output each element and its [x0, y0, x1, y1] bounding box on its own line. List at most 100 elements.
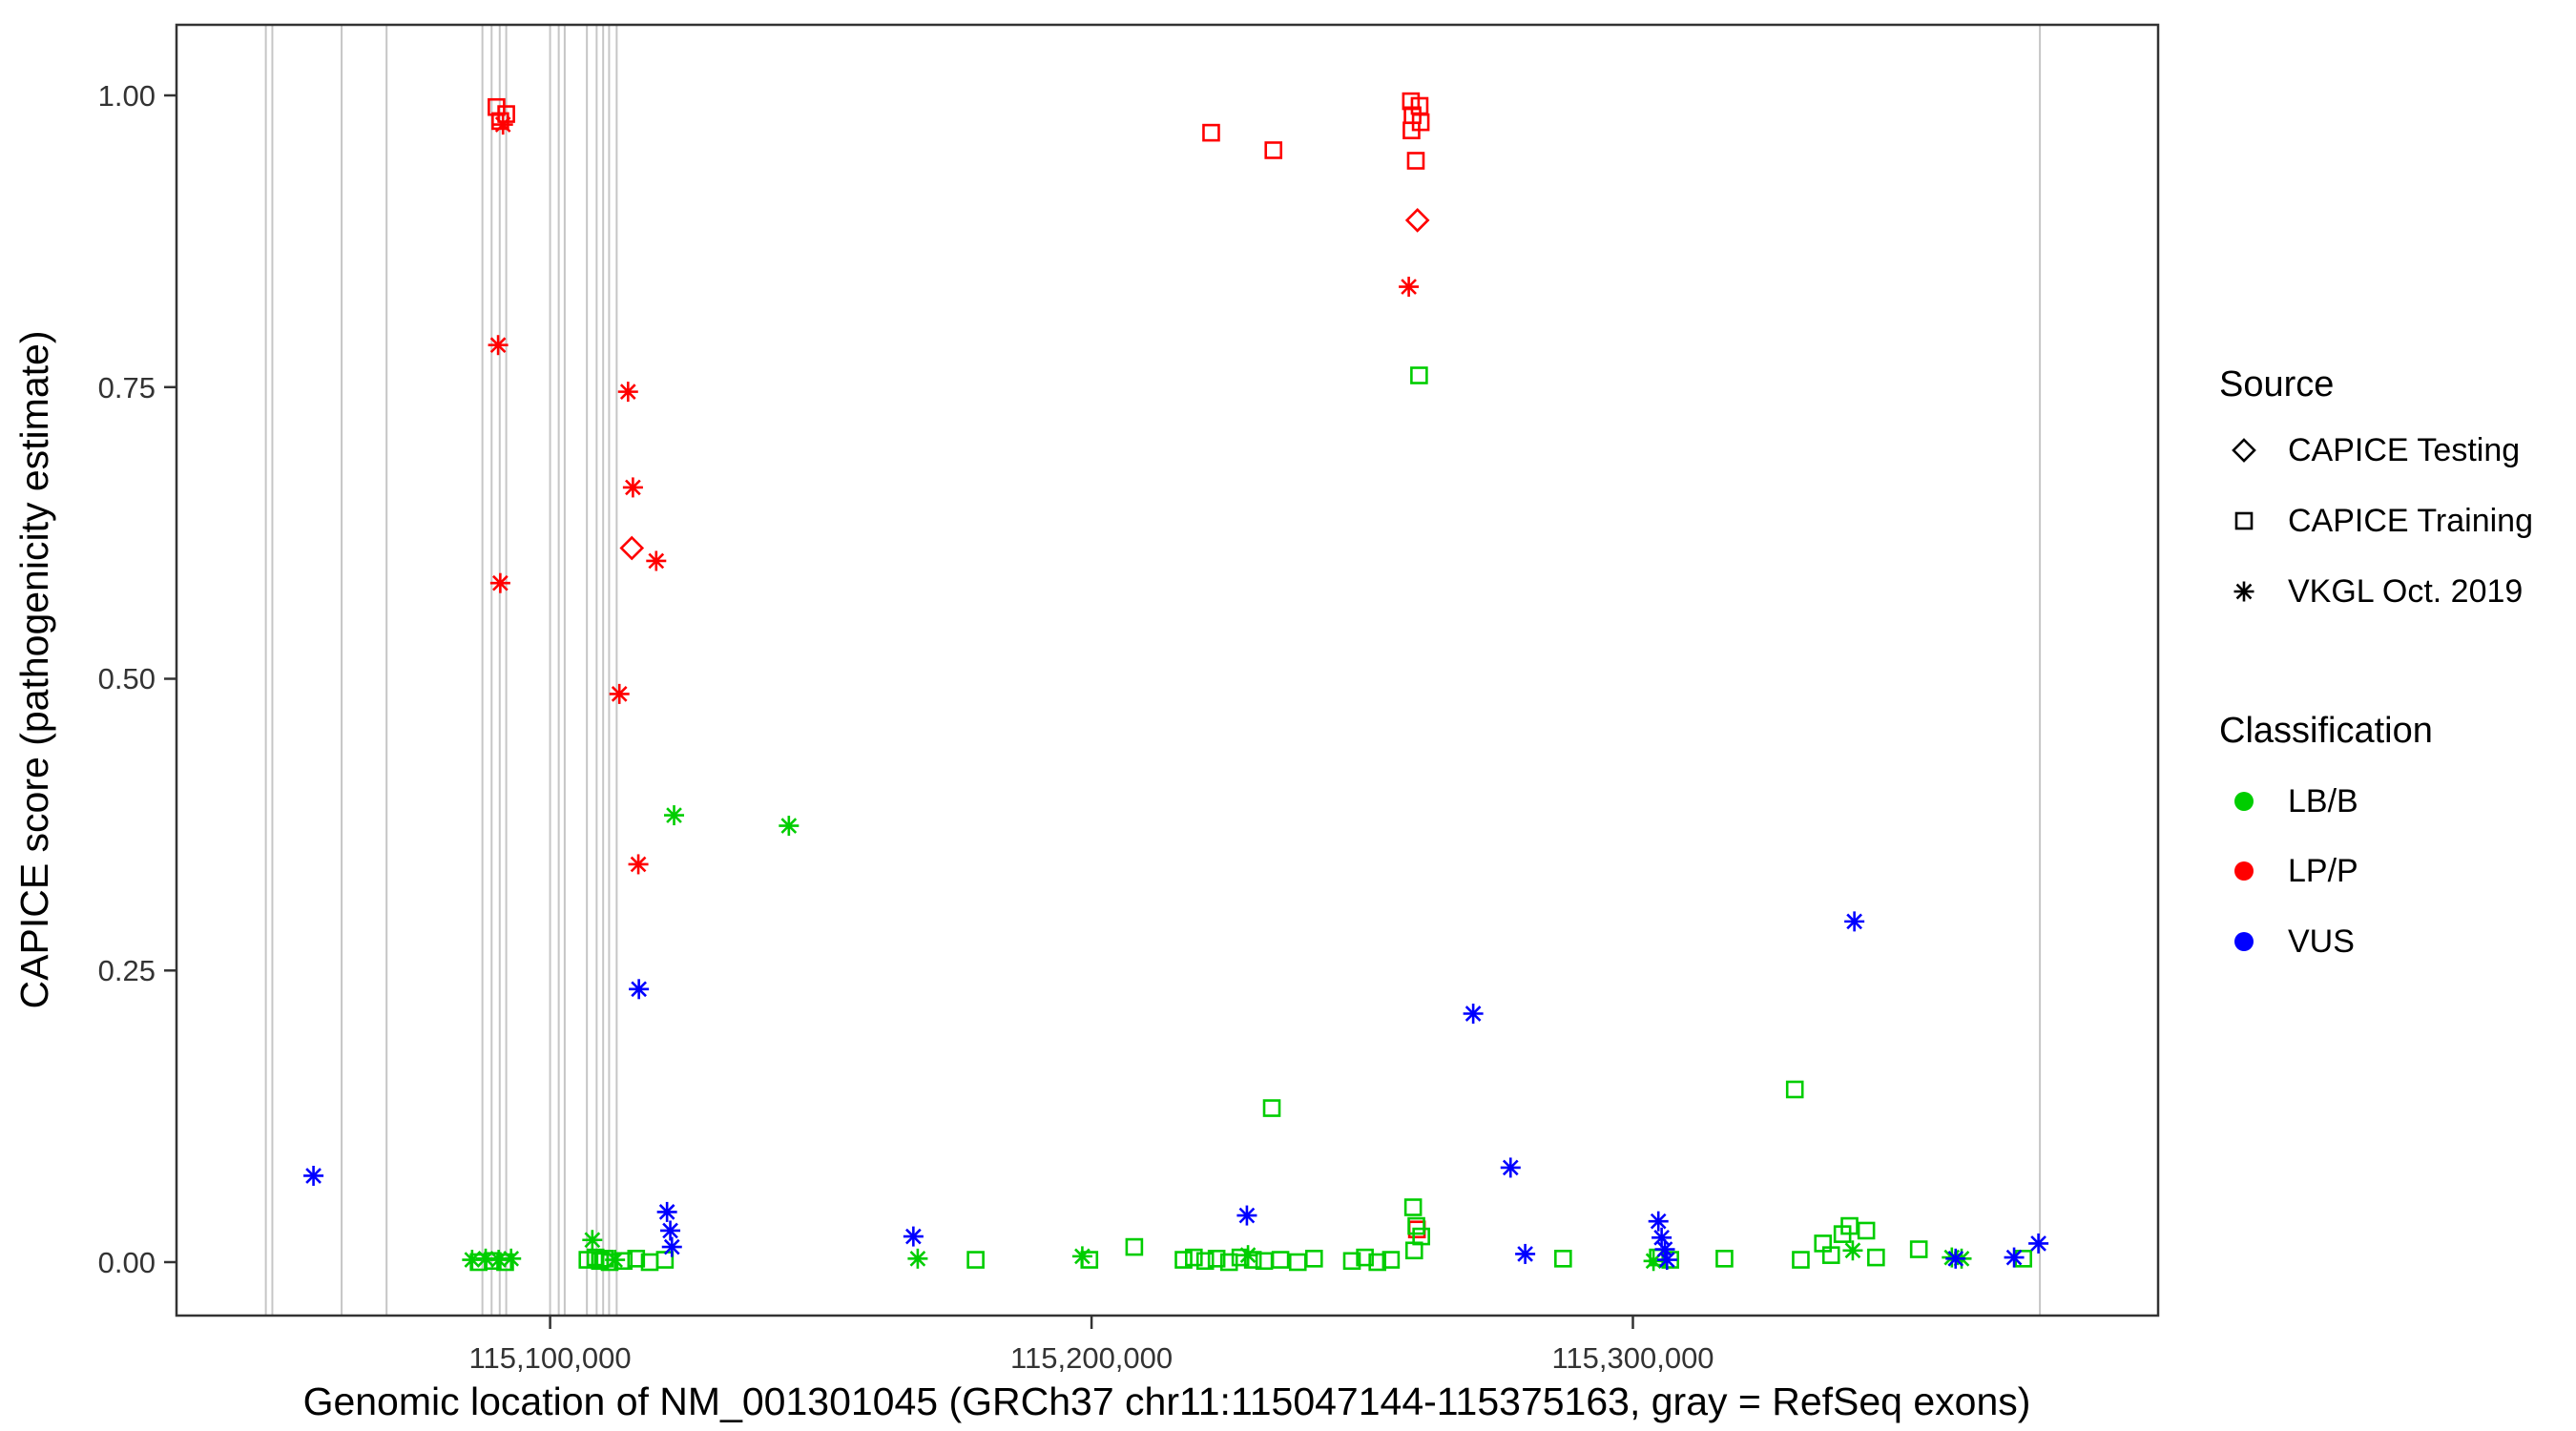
legend-source: Source CAPICE Testing CAPICE Training VK… [2219, 364, 2533, 610]
data-point [664, 805, 685, 826]
legend-square-icon [2234, 511, 2254, 530]
data-point [1403, 1198, 1423, 1216]
y-tick-label: 0.50 [98, 662, 156, 695]
data-point [1844, 911, 1865, 932]
data-point [1402, 121, 1421, 139]
data-point [1821, 1246, 1840, 1264]
legend-dot-icon [2234, 792, 2254, 811]
data-point [1219, 1253, 1238, 1272]
data-point [1404, 1241, 1423, 1260]
data-point [1715, 1250, 1734, 1268]
data-point [303, 1165, 324, 1186]
legend-classification: Classification LB/B LP/P VUS [2219, 711, 2433, 960]
x-axis-title: Genomic location of NM_001301045 (GRCh37… [303, 1379, 2031, 1423]
legend-diamond-icon [2232, 438, 2256, 463]
y-tick-label: 0.75 [98, 371, 156, 404]
data-point [1857, 1221, 1876, 1240]
data-point [1867, 1248, 1885, 1267]
data-point [1185, 1248, 1203, 1267]
data-point [1368, 1253, 1386, 1272]
data-point [1648, 1211, 1669, 1232]
data-point [622, 477, 643, 498]
data-point [1656, 1250, 1677, 1271]
data-point [1842, 1240, 1863, 1261]
data-point [1243, 1251, 1262, 1269]
x-tick-label: 115,100,000 [469, 1341, 632, 1375]
data-point [1399, 277, 1420, 298]
x-tick-label: 115,200,000 [1010, 1341, 1173, 1375]
data-point [660, 1220, 681, 1241]
data-point [903, 1226, 924, 1247]
refseq-exons-layer [264, 26, 2042, 1315]
data-point [779, 816, 800, 837]
data-point [656, 1201, 677, 1222]
data-point [655, 1251, 675, 1269]
data-point [1407, 1216, 1425, 1235]
legend-item-vkgl: VKGL Oct. 2019 [2288, 573, 2523, 610]
data-point [1262, 1099, 1281, 1117]
data-point [582, 1230, 603, 1251]
data-point [2004, 1247, 2025, 1268]
data-point [646, 550, 667, 571]
data-point [1125, 1237, 1144, 1256]
x-axis-ticks [549, 1317, 1634, 1329]
legend-dot-icon [2234, 861, 2254, 881]
data-point [1236, 1205, 1257, 1226]
plot-panel-border [175, 23, 2160, 1317]
y-tick-labels: 0.00 0.25 0.50 0.75 1.00 [98, 79, 156, 1279]
data-point [2028, 1233, 2049, 1254]
y-tick-label: 0.00 [98, 1246, 156, 1279]
data-point [1406, 152, 1425, 170]
data-point [492, 114, 513, 135]
data-point [1304, 1250, 1323, 1268]
data-point [1174, 1251, 1193, 1269]
data-point [1909, 1240, 1928, 1258]
data-points-layer [303, 92, 2049, 1272]
data-point [907, 1248, 928, 1269]
data-point [1554, 1250, 1572, 1268]
data-point [1410, 366, 1428, 384]
data-point [627, 1250, 646, 1268]
data-point [628, 854, 649, 875]
legend-asterisk-icon [2233, 581, 2254, 602]
data-point [629, 979, 650, 1000]
data-point [1237, 1245, 1258, 1266]
legend-source-title: Source [2219, 364, 2334, 404]
data-point [1515, 1243, 1536, 1264]
data-point [501, 1248, 522, 1269]
data-point [614, 1252, 634, 1271]
data-point [617, 382, 638, 403]
data-point [1381, 1251, 1401, 1269]
data-point [966, 1251, 985, 1269]
data-point [489, 572, 510, 593]
legend-item-vus: VUS [2288, 923, 2355, 960]
data-point [1202, 123, 1220, 142]
data-point [619, 535, 645, 561]
data-point [1195, 1252, 1215, 1271]
data-point [1945, 1248, 1966, 1269]
y-tick-label: 0.25 [98, 954, 156, 987]
legend-item-capice-training: CAPICE Training [2288, 503, 2533, 539]
legend-classification-title: Classification [2219, 711, 2433, 751]
legend-item-lpp: LP/P [2288, 853, 2358, 889]
data-point [1271, 1251, 1290, 1269]
legend-item-capice-testing: CAPICE Testing [2288, 432, 2520, 468]
data-point [609, 683, 630, 704]
data-point [1207, 1250, 1226, 1268]
y-axis-title: CAPICE score (pathogenicity estimate) [12, 331, 56, 1009]
x-tick-labels: 115,100,000 115,200,000 115,300,000 [469, 1341, 1714, 1375]
legend-dot-icon [2234, 932, 2254, 951]
y-axis-ticks [164, 93, 177, 1264]
y-tick-label: 1.00 [98, 79, 156, 113]
data-point [1404, 208, 1430, 233]
data-point [661, 1236, 682, 1257]
data-point [1342, 1252, 1361, 1271]
data-point [1463, 1003, 1484, 1024]
data-point [1652, 1227, 1672, 1248]
legend-item-lbb: LB/B [2288, 783, 2358, 819]
data-point [488, 335, 509, 356]
legend-markers-layer [2232, 438, 2256, 951]
data-point [496, 1253, 514, 1272]
data-point [1080, 1251, 1099, 1269]
